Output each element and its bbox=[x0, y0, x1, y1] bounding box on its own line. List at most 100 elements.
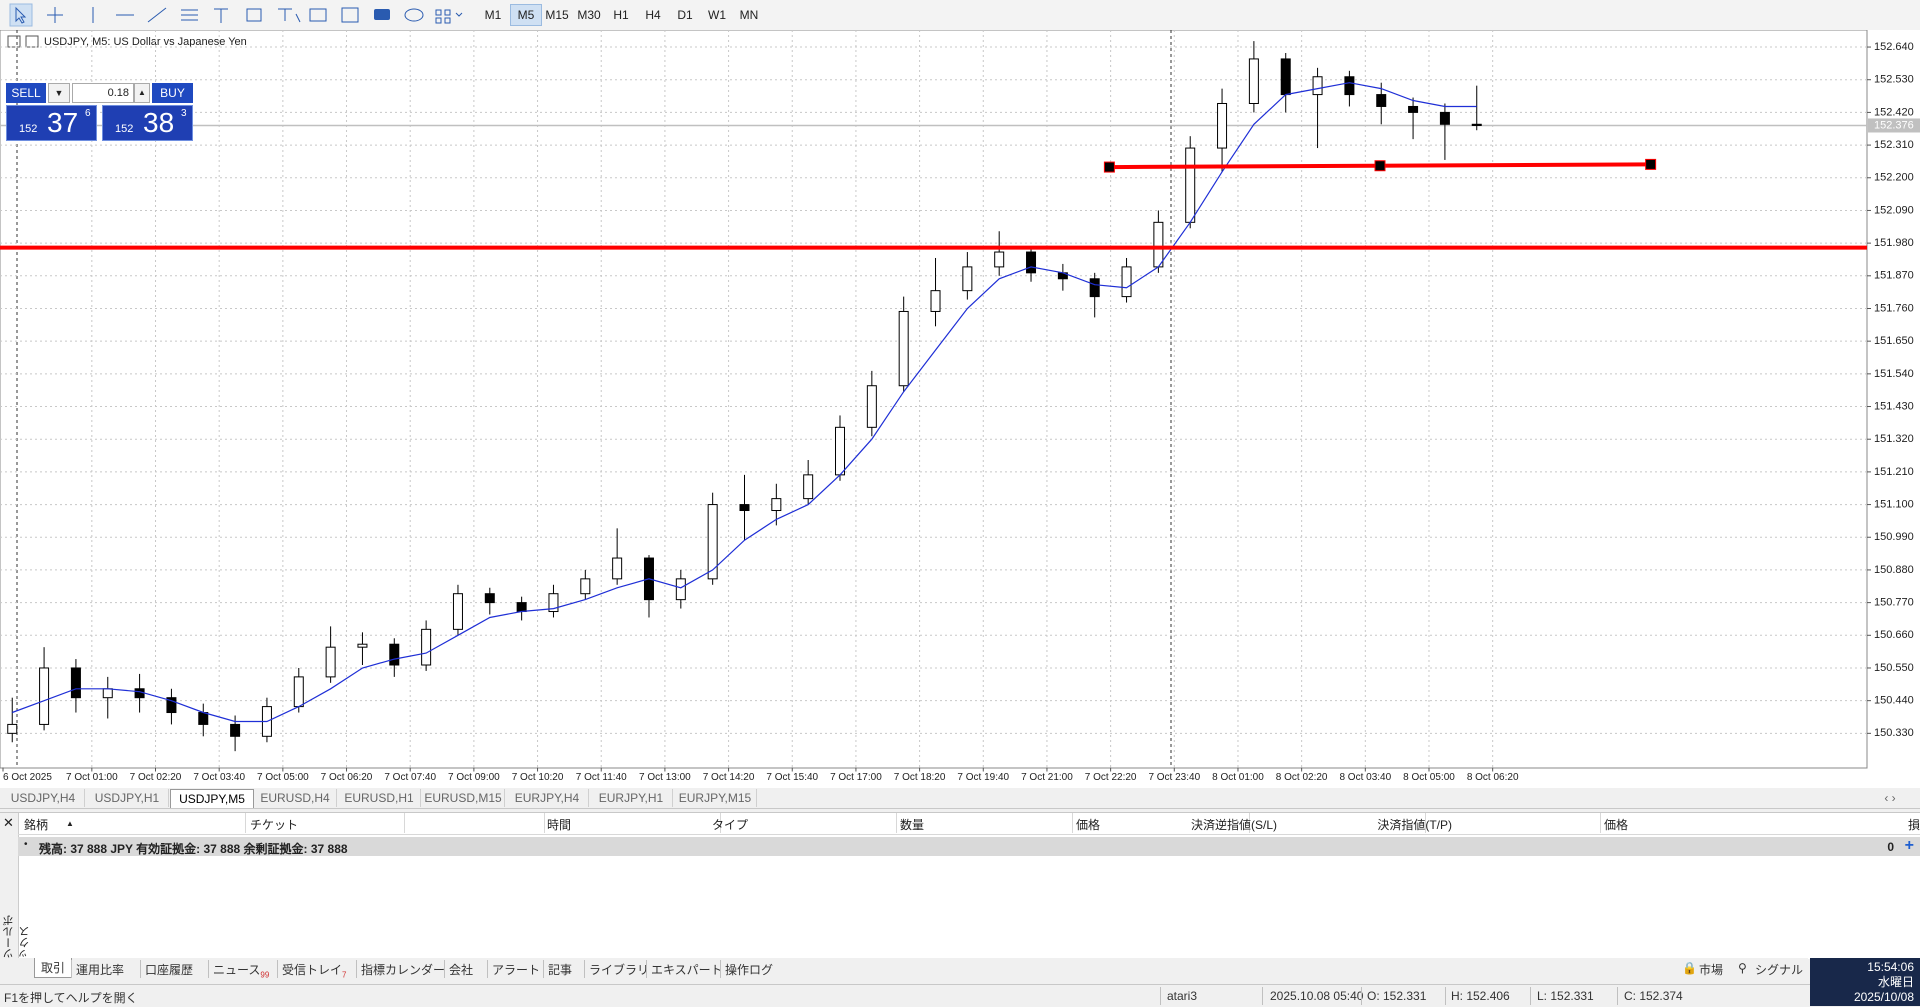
candle-body bbox=[1312, 76, 1323, 96]
column-header[interactable]: 損益 bbox=[1907, 818, 1920, 832]
close-button[interactable]: ✕ bbox=[3, 815, 14, 830]
candle-body bbox=[357, 643, 368, 648]
candle-body bbox=[389, 643, 400, 666]
channel-tool[interactable] bbox=[181, 9, 198, 21]
toolbox-tab[interactable]: エキスパート bbox=[651, 963, 723, 977]
chart-tab[interactable]: EURUSD,H1 bbox=[338, 789, 421, 807]
ask-quote[interactable]: 152 38 3 bbox=[102, 105, 193, 141]
y-tick-label: 152.310 bbox=[1874, 139, 1914, 151]
profile: atari3 bbox=[1167, 989, 1198, 1003]
column-header[interactable]: 決済逆指値(S/L) bbox=[1190, 818, 1277, 832]
chart-tab[interactable]: USDJPY,H4 bbox=[2, 789, 85, 807]
bid-label-bg bbox=[1868, 118, 1920, 133]
timeframe-button[interactable]: M30 bbox=[577, 8, 601, 22]
chart-tab[interactable]: EURJPY,M15 bbox=[674, 789, 757, 807]
x-tick-label: 7 Oct 05:00 bbox=[257, 772, 309, 783]
timeframe-button[interactable]: H1 bbox=[613, 8, 629, 22]
chart-tab[interactable]: EURJPY,H1 bbox=[590, 789, 673, 807]
chart-tab[interactable]: EURJPY,H4 bbox=[506, 789, 589, 807]
toolbox-tab[interactable]: 口座履歴 bbox=[145, 963, 194, 977]
candle-body bbox=[962, 266, 973, 292]
crosshair-tool[interactable] bbox=[47, 7, 63, 23]
column-header[interactable]: チケット bbox=[250, 818, 299, 832]
timeframe-button[interactable]: MN bbox=[739, 8, 759, 22]
chart-tab[interactable]: EURUSD,M15 bbox=[422, 789, 505, 807]
toolbar: M1 M5 M15 M30 H1 H4 D1 W1 MN bbox=[0, 0, 1920, 31]
chart-window: USDJPY, M5: US Dollar vs Japanese Yen 15… bbox=[0, 30, 1920, 789]
chart-tab[interactable]: USDJPY,M5 bbox=[170, 789, 254, 808]
candle-body bbox=[452, 593, 463, 630]
x-tick-label: 7 Oct 13:00 bbox=[639, 772, 691, 783]
y-tick-label: 150.880 bbox=[1874, 564, 1914, 576]
rect-label-tool[interactable] bbox=[309, 8, 327, 22]
x-tick-label: 8 Oct 03:40 bbox=[1339, 772, 1391, 783]
add-button[interactable]: + bbox=[1904, 837, 1914, 854]
label-tool[interactable] bbox=[278, 8, 301, 23]
ask-pips: 38 bbox=[143, 107, 175, 138]
buy-button[interactable]: BUY bbox=[152, 83, 193, 103]
cursor-tool[interactable] bbox=[9, 3, 33, 27]
tab-separator bbox=[277, 960, 278, 978]
timeframe-button[interactable]: H4 bbox=[645, 8, 661, 22]
timeframe-button[interactable]: D1 bbox=[677, 8, 693, 22]
timeframe-button[interactable]: W1 bbox=[708, 8, 726, 22]
y-tick-label: 151.100 bbox=[1874, 498, 1914, 510]
bid-quote[interactable]: 152 37 6 bbox=[6, 105, 97, 141]
ellipse-tool[interactable] bbox=[404, 8, 424, 22]
clock: 15:54:06 水曜日 2025/10/08 bbox=[1810, 958, 1920, 1006]
y-tick-label: 150.330 bbox=[1874, 727, 1914, 739]
toolbox-tab[interactable]: ライブラリ bbox=[589, 963, 650, 977]
signals-button[interactable]: シグナル bbox=[1755, 963, 1804, 977]
column-header[interactable]: タイプ bbox=[711, 818, 748, 832]
timeframe-button[interactable]: M1 bbox=[484, 8, 502, 22]
volume-input[interactable]: 0.18 bbox=[72, 83, 134, 103]
tab-separator bbox=[71, 960, 72, 978]
sell-button[interactable]: SELL bbox=[6, 83, 46, 103]
toolbox-tab[interactable]: 指標カレンダー bbox=[361, 963, 446, 977]
x-tick-label: 7 Oct 14:20 bbox=[703, 772, 755, 783]
volume-up[interactable]: ▲ bbox=[134, 83, 150, 103]
plot-area bbox=[0, 30, 1868, 769]
tab-separator bbox=[584, 960, 585, 978]
trendline-tool[interactable] bbox=[147, 7, 167, 23]
toolbox-tab[interactable]: アラート bbox=[492, 963, 541, 977]
toolbox-tab[interactable]: 記事 bbox=[548, 963, 573, 977]
market-button[interactable]: 市場 bbox=[1699, 963, 1724, 977]
ok-button-tool[interactable] bbox=[374, 9, 390, 20]
volume-dropdown[interactable]: ▼ bbox=[48, 83, 70, 103]
chart-tab[interactable]: USDJPY,H1 bbox=[86, 789, 169, 807]
column-header[interactable]: 時間 bbox=[546, 818, 571, 832]
chart-tool[interactable] bbox=[341, 7, 359, 23]
separator bbox=[1361, 987, 1362, 1005]
separator bbox=[1160, 987, 1161, 1005]
timeframe-button[interactable]: M5 bbox=[510, 4, 542, 26]
timeframe-button[interactable]: M15 bbox=[545, 8, 569, 22]
column-header[interactable]: 決済指値(T/P) bbox=[1377, 818, 1452, 832]
toolbox-tab[interactable]: 会社 bbox=[449, 963, 474, 977]
chart-title: USDJPY, M5: US Dollar vs Japanese Yen bbox=[44, 36, 247, 48]
text-tool[interactable] bbox=[214, 8, 228, 23]
toolbox-tab[interactable]: 受信トレイ7 bbox=[282, 963, 347, 980]
y-tick-label: 150.550 bbox=[1874, 662, 1914, 674]
x-tick-label: 7 Oct 06:20 bbox=[321, 772, 373, 783]
clock-time: 15:54:06 bbox=[1867, 960, 1914, 974]
x-tick-label: 7 Oct 23:40 bbox=[1148, 772, 1200, 783]
shape-tool[interactable] bbox=[246, 8, 262, 22]
chart-tab[interactable]: EURUSD,H4 bbox=[254, 789, 337, 807]
toolbox-tab[interactable]: 操作ログ bbox=[725, 963, 774, 977]
toolbox-title: ツールボックス bbox=[3, 915, 31, 959]
inbox-count: 7 bbox=[342, 970, 347, 980]
x-tick-label: 8 Oct 02:20 bbox=[1276, 772, 1328, 783]
candle-body bbox=[771, 498, 782, 512]
tab-scroll[interactable]: ‹ › bbox=[1884, 791, 1896, 805]
column-header[interactable]: 銘柄 bbox=[24, 818, 49, 832]
candle-body bbox=[198, 712, 209, 725]
column-header[interactable]: 価格 bbox=[1075, 818, 1100, 832]
objects-menu[interactable] bbox=[435, 9, 463, 24]
toolbox-tab[interactable]: 取引 bbox=[34, 958, 73, 978]
toolbox-tab[interactable]: ニュース99 bbox=[213, 963, 270, 980]
column-header[interactable]: 価格 bbox=[1603, 818, 1628, 832]
toolbox-tab[interactable]: 運用比率 bbox=[76, 963, 125, 977]
column-header[interactable]: 数量 bbox=[899, 818, 924, 832]
column-separator bbox=[245, 813, 246, 833]
